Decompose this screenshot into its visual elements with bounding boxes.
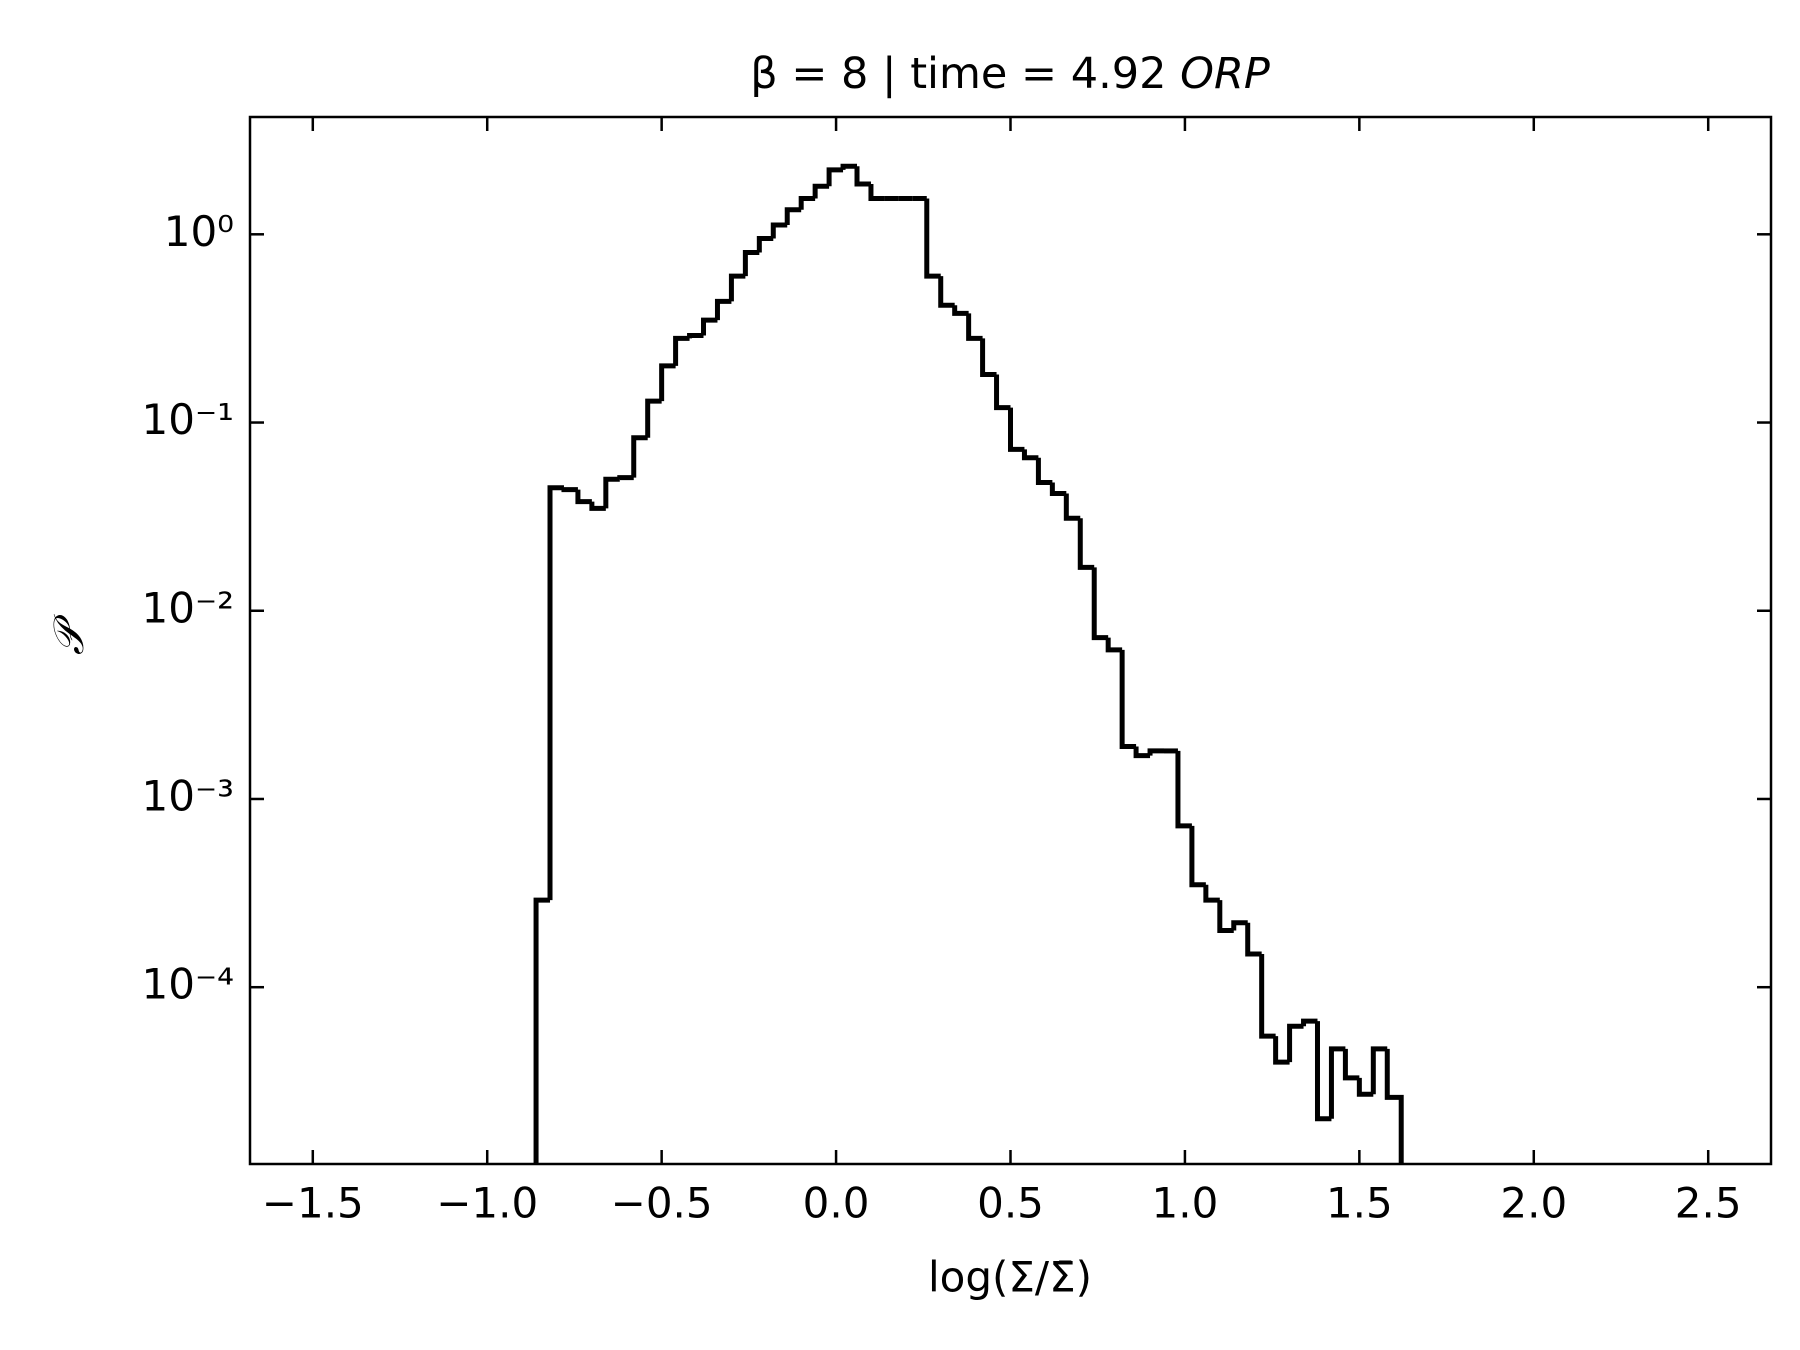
histogram-step	[1370, 1046, 1388, 1095]
histogram-step	[1189, 825, 1206, 888]
histogram-step	[952, 305, 969, 316]
chart-title: β = 8 | time = 4.92 ORP	[750, 49, 1270, 99]
y-tick-label: 10⁻⁴	[142, 960, 234, 1009]
histogram-step	[1119, 649, 1137, 750]
x-tick-label: 1.0	[1152, 1179, 1219, 1228]
histogram-step	[938, 276, 955, 308]
x-tick-label: −0.5	[611, 1179, 713, 1228]
histogram-step	[673, 335, 690, 366]
histogram-step	[617, 475, 634, 481]
histogram-step	[1021, 449, 1039, 461]
histogram-step	[980, 338, 997, 377]
histogram-step	[1328, 1046, 1346, 1119]
histogram-step	[1384, 1048, 1404, 1164]
histogram-step	[728, 273, 746, 302]
histogram-step	[1091, 567, 1109, 641]
x-tick-label: −1.0	[436, 1179, 538, 1228]
histogram-step	[1273, 1036, 1290, 1065]
histogram-step	[1259, 954, 1276, 1039]
histogram-step	[631, 435, 648, 478]
histogram-step	[924, 198, 941, 279]
histogram-step	[533, 897, 551, 1164]
histogram-step	[603, 476, 620, 509]
histogram-step	[645, 398, 662, 438]
histogram-step	[1049, 482, 1067, 496]
histogram-step	[1203, 884, 1220, 903]
histogram-step	[994, 374, 1011, 411]
histogram-step	[561, 487, 578, 493]
histogram-step	[1342, 1048, 1360, 1081]
histogram-step	[966, 313, 983, 341]
y-tick-label: 10⁻¹	[142, 395, 234, 444]
histogram-step	[1077, 518, 1095, 570]
histogram-step	[868, 184, 885, 201]
histogram-step	[1063, 493, 1081, 521]
y-axis-label: 𝒫	[44, 614, 93, 655]
x-tick-label: 1.5	[1326, 1179, 1393, 1228]
histogram-step	[659, 363, 676, 402]
y-tick-label: 10⁰	[164, 207, 234, 256]
histogram-step	[1287, 1023, 1304, 1063]
x-axis-label: log(Σ/Σ̄)	[928, 1253, 1092, 1302]
histogram-step	[589, 501, 606, 511]
histogram-step	[701, 317, 718, 336]
histogram-step	[687, 332, 704, 339]
histogram-step	[1105, 637, 1123, 653]
histogram-step	[575, 489, 592, 505]
histogram-step	[840, 163, 858, 170]
histogram-step	[1356, 1077, 1374, 1097]
histogram-step	[812, 183, 830, 199]
histogram-step	[1217, 900, 1234, 934]
histogram-step	[1314, 1021, 1332, 1122]
histogram-step	[1133, 746, 1151, 759]
histogram-step	[742, 250, 760, 277]
plot-frame	[248, 115, 1773, 1166]
histogram-step	[1301, 1018, 1318, 1027]
histogram-step	[1245, 922, 1262, 957]
histogram-step	[770, 222, 788, 239]
histogram-step	[1147, 748, 1164, 756]
x-tick-label: 2.5	[1675, 1179, 1742, 1228]
y-tick-label: 10⁻²	[142, 583, 234, 632]
histogram-step	[547, 485, 564, 901]
histogram-step	[798, 195, 816, 210]
title-text: β = 8 | time = 4.92	[750, 49, 1166, 99]
histogram-step	[1035, 457, 1053, 486]
x-tick-label: −1.5	[262, 1179, 364, 1228]
histogram-step	[1231, 920, 1248, 931]
histogram-step	[1008, 407, 1025, 452]
x-tick-label: 2.0	[1500, 1179, 1567, 1228]
x-tick-label: 0.5	[977, 1179, 1044, 1228]
y-tick-label: 10⁻³	[142, 771, 234, 820]
histogram-step	[714, 298, 732, 321]
title-unit: ORP	[1180, 49, 1270, 99]
histogram-step	[1175, 750, 1192, 829]
x-tick-label: 0.0	[803, 1179, 870, 1228]
histogram-step	[756, 236, 774, 253]
histogram-step	[784, 207, 802, 226]
histogram-step	[826, 167, 844, 187]
histogram-step	[854, 166, 871, 187]
